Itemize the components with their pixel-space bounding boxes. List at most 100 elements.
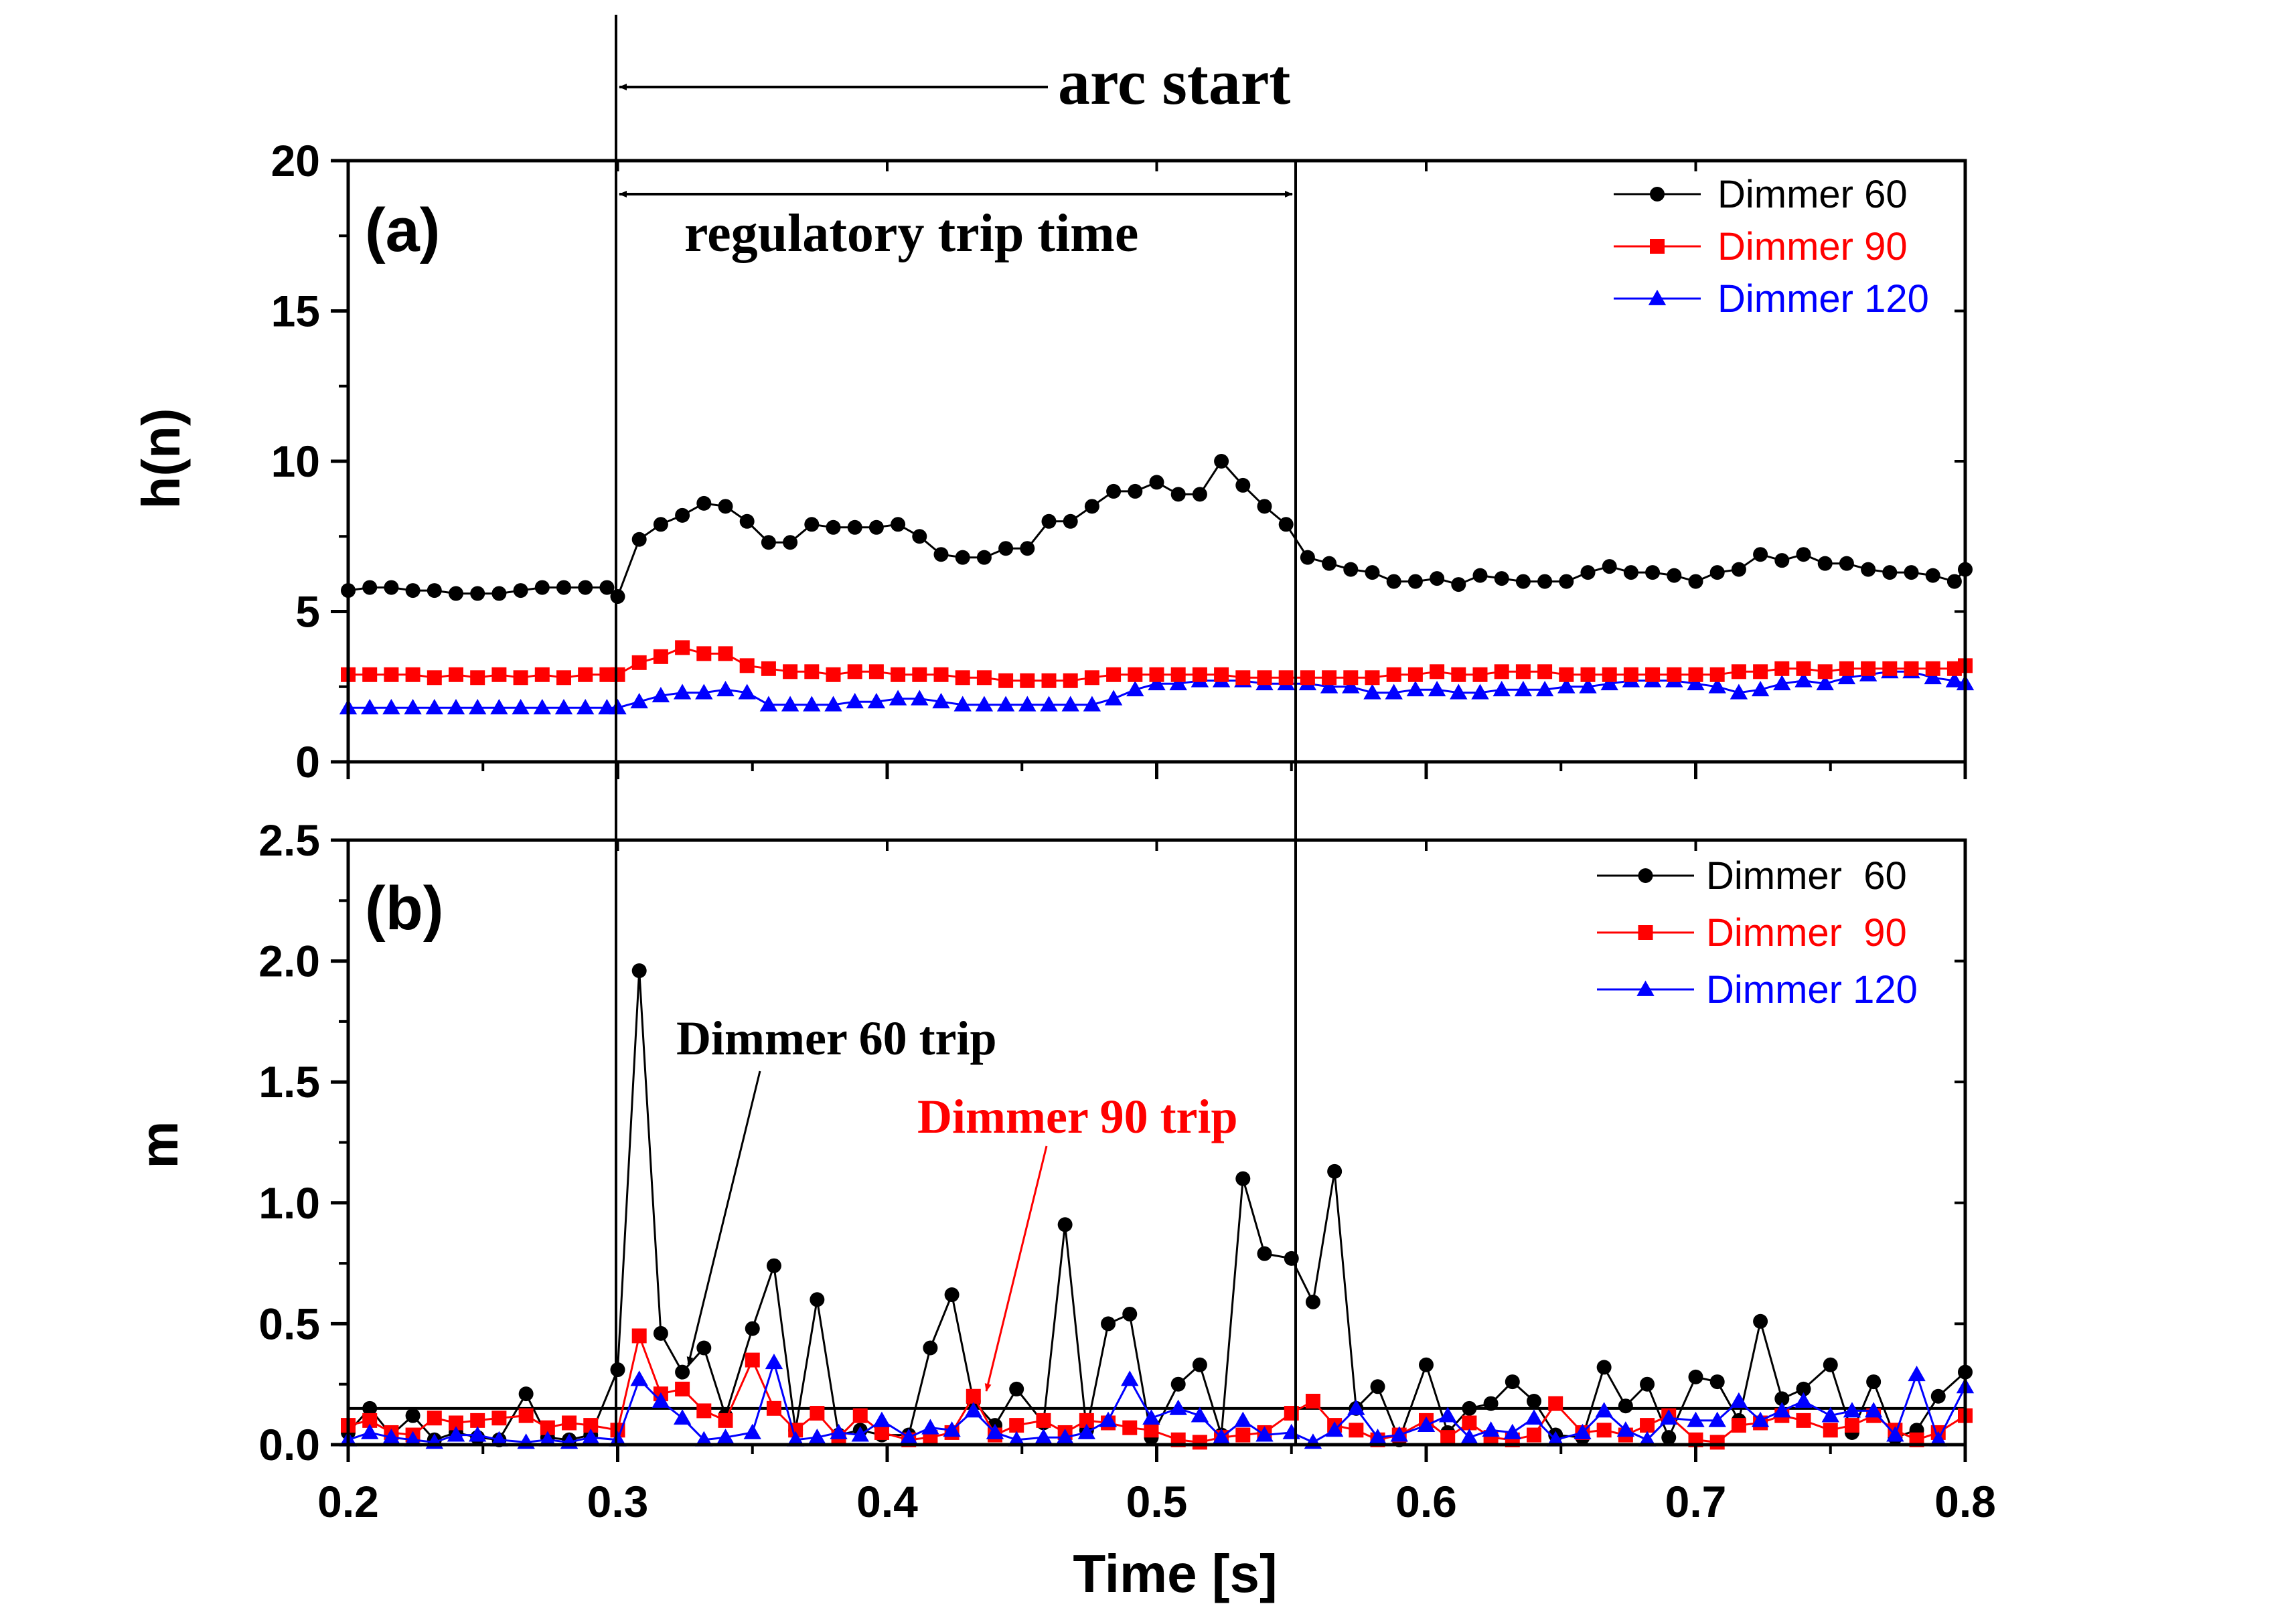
data-point-2-50 bbox=[1406, 681, 1425, 697]
data-point-1-31 bbox=[998, 673, 1014, 688]
data-point-2-11 bbox=[582, 1428, 600, 1445]
legend-label-1: Dimmer 90 bbox=[1706, 911, 1907, 955]
data-point-2-33 bbox=[1040, 696, 1058, 712]
data-point-2-68 bbox=[1864, 1402, 1883, 1418]
legend-marker-2 bbox=[1648, 289, 1667, 305]
data-point-0-72 bbox=[1882, 565, 1898, 580]
data-point-2-21 bbox=[781, 696, 799, 712]
data-point-2-63 bbox=[1751, 1411, 1770, 1427]
data-point-0-48 bbox=[1365, 565, 1380, 580]
data-point-2-53 bbox=[1525, 1409, 1543, 1425]
data-point-2-44 bbox=[1325, 1421, 1344, 1437]
data-point-1-67 bbox=[1844, 1418, 1859, 1433]
data-point-1-36 bbox=[1106, 667, 1122, 682]
data-point-2-34 bbox=[1061, 696, 1079, 712]
data-point-2-68 bbox=[1794, 671, 1813, 688]
data-point-2-48 bbox=[1417, 1416, 1436, 1433]
dimmer-60-trip-arrow bbox=[686, 1070, 761, 1365]
data-point-0-6 bbox=[470, 586, 485, 601]
data-point-2-59 bbox=[1600, 675, 1618, 691]
data-point-1-28 bbox=[933, 667, 949, 682]
legend-label-0: Dimmer 60 bbox=[1706, 854, 1907, 898]
data-point-0-12 bbox=[610, 1362, 625, 1378]
data-point-2-29 bbox=[986, 1423, 1004, 1439]
data-point-0-26 bbox=[891, 517, 906, 532]
data-point-0-65 bbox=[1731, 562, 1746, 577]
data-point-2-39 bbox=[1212, 1428, 1231, 1445]
data-point-0-66 bbox=[1823, 1357, 1838, 1372]
data-point-2-16 bbox=[695, 1431, 713, 1447]
data-point-0-55 bbox=[1515, 574, 1531, 589]
data-point-1-74 bbox=[1925, 661, 1940, 676]
legend-label-2: Dimmer 120 bbox=[1706, 968, 1918, 1012]
data-point-1-32 bbox=[1020, 673, 1035, 688]
data-point-1-41 bbox=[1214, 667, 1229, 682]
data-point-1-5 bbox=[449, 667, 463, 682]
data-point-2-30 bbox=[975, 696, 994, 712]
data-point-1-65 bbox=[1731, 664, 1746, 679]
data-point-2-63 bbox=[1687, 675, 1705, 691]
data-point-0-33 bbox=[1041, 513, 1057, 529]
dimmer-90-trip-arrow bbox=[984, 1145, 1048, 1392]
data-point-0-56 bbox=[1537, 574, 1553, 589]
y-tick-label: 2.5 bbox=[258, 815, 320, 865]
data-point-0-15 bbox=[653, 517, 668, 532]
data-point-2-35 bbox=[1121, 1370, 1139, 1386]
data-point-0-69 bbox=[1817, 556, 1833, 571]
data-point-2-9 bbox=[533, 698, 551, 715]
data-point-0-50 bbox=[1407, 574, 1423, 589]
data-point-0-15 bbox=[675, 1364, 690, 1380]
panel-a-axes: 0 5 10 15 20 bbox=[271, 136, 1967, 787]
data-point-0-1 bbox=[362, 1400, 378, 1416]
data-point-0-34 bbox=[1063, 513, 1078, 529]
data-point-1-18 bbox=[745, 1352, 760, 1368]
data-point-1-15 bbox=[675, 1381, 690, 1396]
data-point-2-36 bbox=[1142, 1409, 1160, 1425]
data-point-2-56 bbox=[1595, 1402, 1613, 1418]
data-point-2-67 bbox=[1843, 1402, 1861, 1418]
data-point-2-58 bbox=[1638, 1431, 1657, 1447]
data-point-2-47 bbox=[1390, 1426, 1408, 1442]
data-point-1-14 bbox=[631, 655, 647, 670]
data-point-2-31 bbox=[1035, 1428, 1053, 1445]
data-point-0-37 bbox=[1170, 1376, 1186, 1392]
data-point-1-23 bbox=[826, 667, 841, 682]
data-point-2-32 bbox=[1056, 1428, 1074, 1445]
data-point-1-54 bbox=[1548, 1396, 1563, 1411]
data-point-1-4 bbox=[427, 1411, 442, 1426]
data-point-1-62 bbox=[1667, 667, 1682, 682]
data-point-0-51 bbox=[1430, 571, 1445, 586]
panel-b-y-axis-label: m bbox=[129, 1121, 189, 1168]
data-point-2-13 bbox=[609, 698, 627, 715]
data-point-0-8 bbox=[513, 583, 528, 598]
data-point-0-63 bbox=[1753, 1313, 1768, 1329]
data-point-0-52 bbox=[1451, 577, 1466, 592]
data-point-1-9 bbox=[534, 667, 550, 682]
data-point-2-38 bbox=[1148, 675, 1166, 691]
data-point-1-17 bbox=[718, 1413, 733, 1428]
x-tick-label: 0.8 bbox=[1934, 1477, 1996, 1526]
data-point-1-71 bbox=[1861, 661, 1876, 676]
data-point-0-28 bbox=[933, 547, 949, 562]
data-point-2-2 bbox=[382, 698, 400, 715]
data-point-0-59 bbox=[1661, 1430, 1677, 1445]
data-point-1-6 bbox=[470, 670, 485, 686]
data-point-1-70 bbox=[1839, 661, 1854, 676]
data-point-1-38 bbox=[1149, 667, 1164, 682]
data-point-0-14 bbox=[631, 532, 647, 547]
data-point-0-32 bbox=[1020, 541, 1035, 556]
data-point-1-18 bbox=[718, 646, 733, 661]
data-point-2-4 bbox=[425, 698, 443, 715]
data-point-0-18 bbox=[745, 1321, 760, 1336]
data-point-0-64 bbox=[1709, 565, 1725, 580]
legend-marker-0 bbox=[1638, 868, 1653, 883]
data-point-2-57 bbox=[1557, 677, 1576, 694]
data-point-1-49 bbox=[1440, 1430, 1456, 1445]
data-point-1-49 bbox=[1386, 667, 1401, 682]
data-point-1-48 bbox=[1365, 670, 1380, 686]
data-point-1-19 bbox=[739, 658, 755, 673]
data-point-2-67 bbox=[1773, 675, 1791, 691]
data-point-2-31 bbox=[996, 696, 1015, 712]
data-point-1-58 bbox=[1640, 1418, 1655, 1433]
data-point-0-44 bbox=[1327, 1163, 1343, 1179]
